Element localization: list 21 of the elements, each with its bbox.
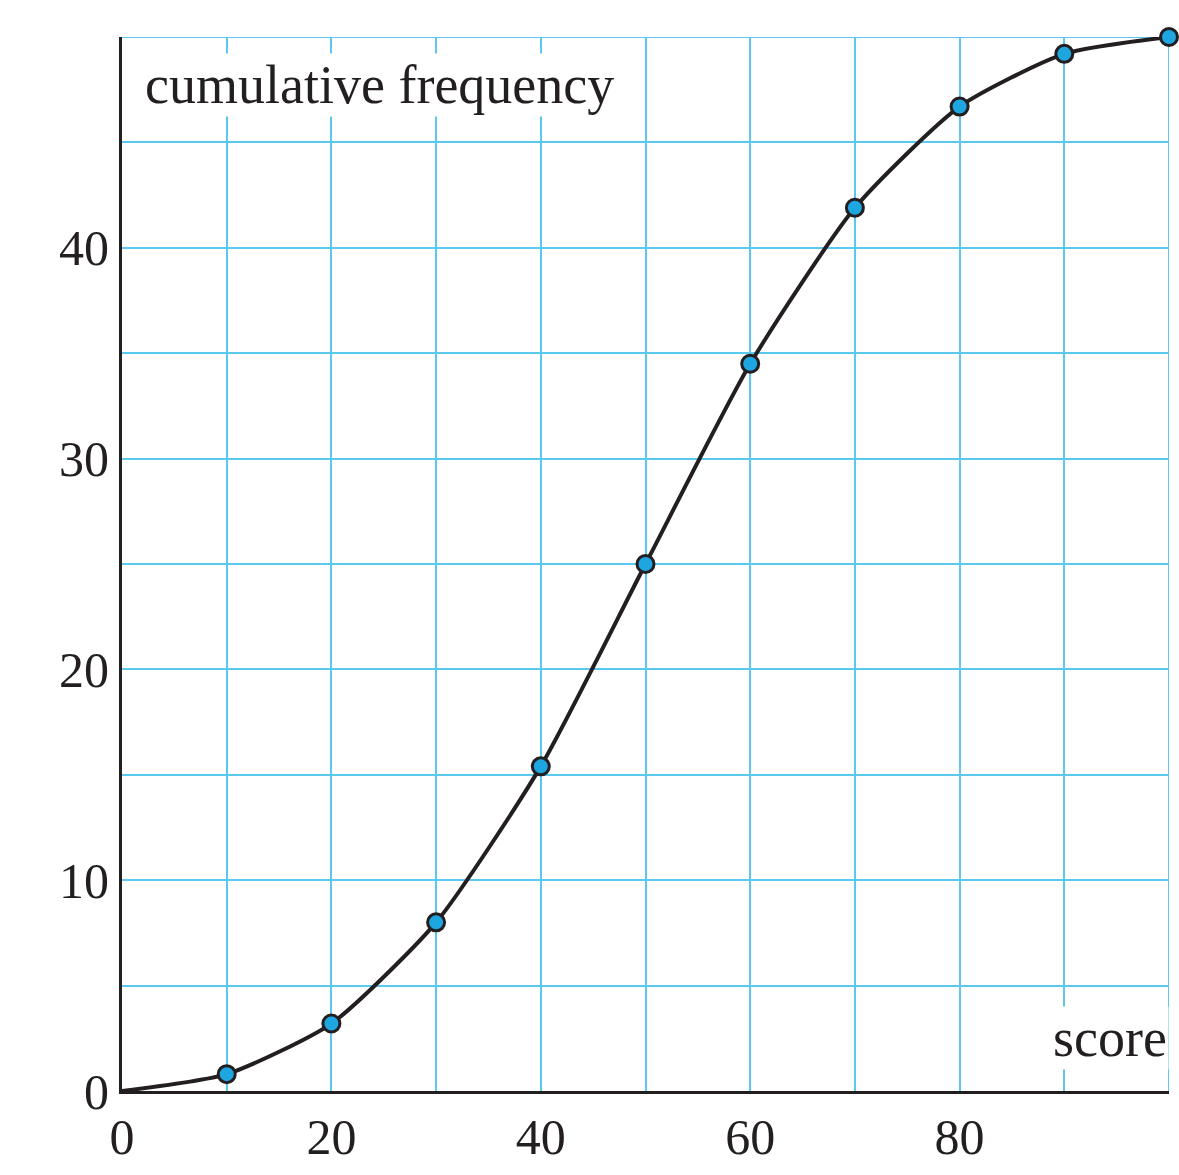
point: [740, 353, 761, 374]
point: [426, 912, 447, 933]
point: [530, 756, 551, 777]
y-tick-label: 40: [59, 220, 109, 277]
point: [1159, 27, 1179, 47]
y-tick-label: 0: [84, 1063, 109, 1120]
point: [321, 1013, 342, 1034]
point: [844, 197, 865, 218]
y-tick-label: 10: [59, 852, 109, 909]
y-tick-label: 20: [59, 641, 109, 698]
x-tick-label: 80: [934, 1109, 985, 1165]
point: [1054, 43, 1075, 64]
y-tick-label: 30: [59, 431, 109, 488]
point: [635, 554, 656, 574]
x-tick-label: 20: [306, 1109, 357, 1165]
point: [949, 96, 970, 117]
x-tick-label: 60: [725, 1109, 776, 1165]
x-tick-label: 40: [515, 1109, 566, 1165]
point: [216, 1064, 237, 1085]
x-axis-title: score: [1053, 1008, 1167, 1068]
y-axis-title: cumulative frequency: [145, 55, 615, 115]
